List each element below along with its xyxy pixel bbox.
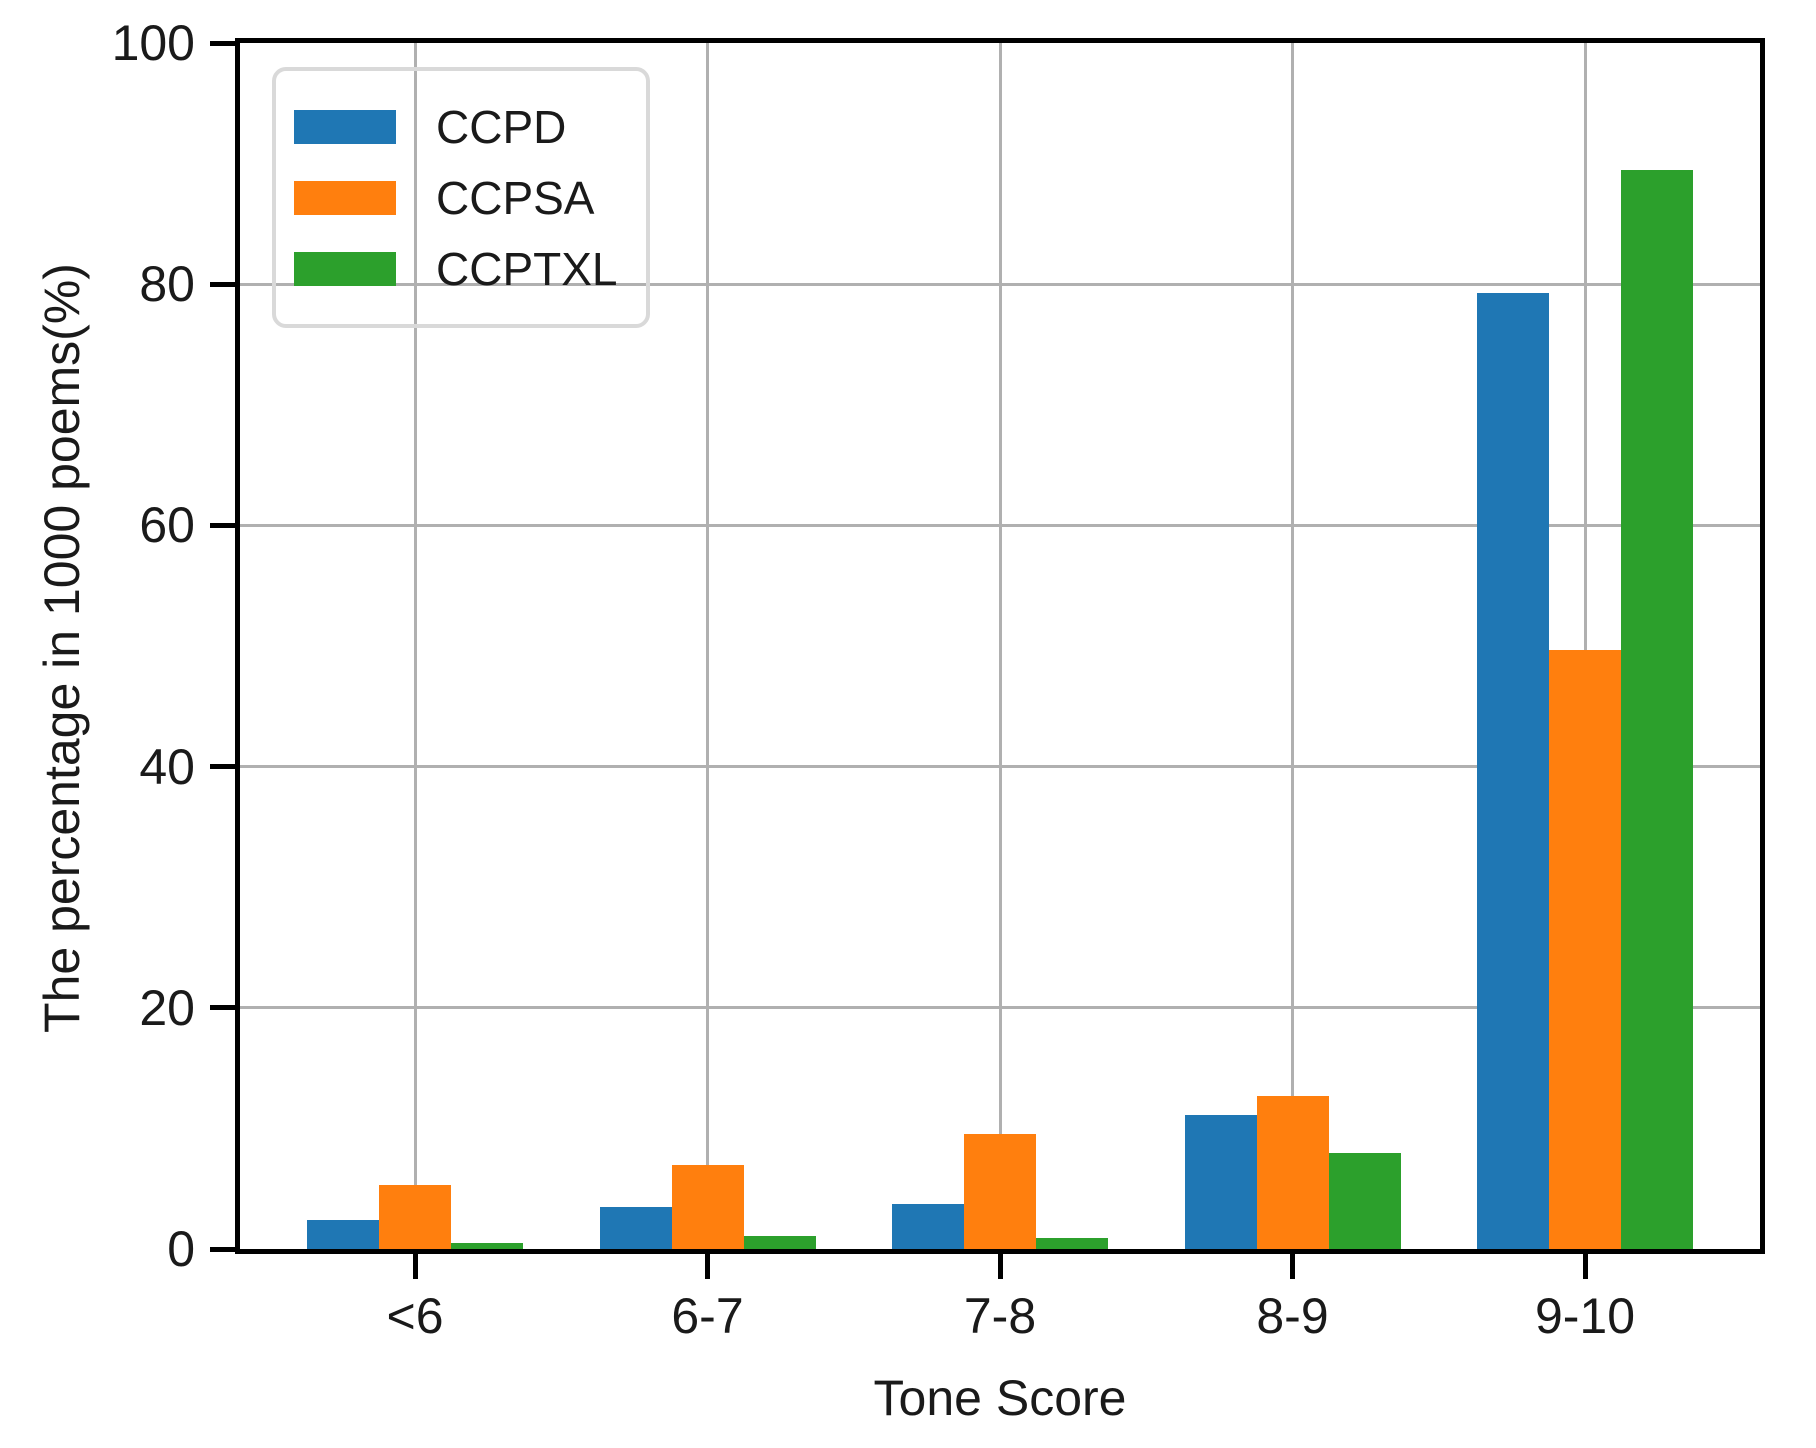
legend: CCPD CCPSA CCPTXL: [272, 67, 650, 328]
y-tick-mark-60: [210, 522, 235, 528]
x-gridline-5: [1583, 43, 1587, 1249]
x-tick-mark-2: [705, 1254, 710, 1279]
x-tick-label-3: 7-8: [963, 1288, 1037, 1344]
legend-item-ccpd: CCPD: [276, 91, 646, 162]
plot-area: 0 20 40 60 80 100 <6 6-7 7-8 8-9 9-10 CCPD CCPSA …: [112, 18, 1760, 1341]
y-tick-mark-100: [210, 40, 235, 46]
y-tick-mark-40: [210, 764, 235, 770]
x-tick-label-4: 8-9: [1256, 1288, 1329, 1344]
x-axis-title: Tone Score: [873, 1370, 1127, 1426]
bar-ccptxl-4: [1328, 1152, 1401, 1249]
bar-ccptxl-5: [1621, 169, 1693, 1249]
y-axis-title: The percentage in 1000 poems(%): [34, 263, 90, 1033]
y-tick-label-0: 0: [167, 1221, 195, 1277]
legend-item-ccptxl: CCPTXL: [276, 233, 646, 304]
bar-ccpsa-5: [1549, 649, 1621, 1249]
x-gridline-1: [413, 43, 417, 1249]
bar-ccpd-4: [1184, 1115, 1257, 1249]
legend-label-ccpsa: CCPSA: [436, 171, 595, 224]
x-tick-mark-1: [412, 1254, 418, 1279]
x-gridline-4: [1291, 43, 1294, 1249]
x-gridline-3: [998, 43, 1002, 1249]
y-tick-label-40: 40: [139, 738, 195, 795]
y-tick-mark-0: [210, 1246, 235, 1252]
bar-ccptxl-1: [451, 1242, 523, 1249]
bar-ccpsa-3: [964, 1134, 1036, 1249]
legend-item-ccpsa: CCPSA: [276, 162, 646, 233]
bar-ccptxl-3: [1036, 1238, 1108, 1249]
legend-swatch-ccpd: [294, 109, 396, 144]
legend-swatch-ccptxl: [294, 251, 396, 286]
x-tick-label-2: 6-7: [671, 1288, 744, 1344]
y-tick-label-20: 20: [139, 979, 195, 1036]
bar-ccpd-1: [307, 1220, 379, 1249]
bar-ccpd-2: [599, 1206, 672, 1249]
x-tick-mark-3: [997, 1254, 1003, 1279]
bar-ccpd-3: [892, 1204, 964, 1249]
y-tick-label-80: 80: [139, 256, 195, 313]
legend-label-ccptxl: CCPTXL: [436, 242, 618, 295]
legend-label-ccpd: CCPD: [436, 100, 567, 153]
bar-ccpsa-2: [671, 1164, 744, 1249]
y-tick-label-60: 60: [139, 497, 195, 554]
bar-ccpsa-4: [1256, 1095, 1329, 1249]
x-tick-label-5: 9-10: [1534, 1288, 1636, 1344]
bar-ccpd-5: [1477, 292, 1549, 1249]
legend-swatch-ccpsa: [294, 180, 396, 215]
x-tick-mark-5: [1582, 1254, 1588, 1279]
y-tick-mark-80: [210, 281, 235, 287]
x-gridline-2: [706, 43, 709, 1249]
x-tick-mark-4: [1290, 1254, 1295, 1279]
y-tick-label-100: 100: [111, 15, 195, 71]
x-tick-label-1: <6: [386, 1288, 444, 1344]
y-tick-mark-20: [210, 1005, 235, 1011]
bar-ccpsa-1: [379, 1185, 451, 1249]
bar-ccptxl-2: [743, 1235, 816, 1249]
